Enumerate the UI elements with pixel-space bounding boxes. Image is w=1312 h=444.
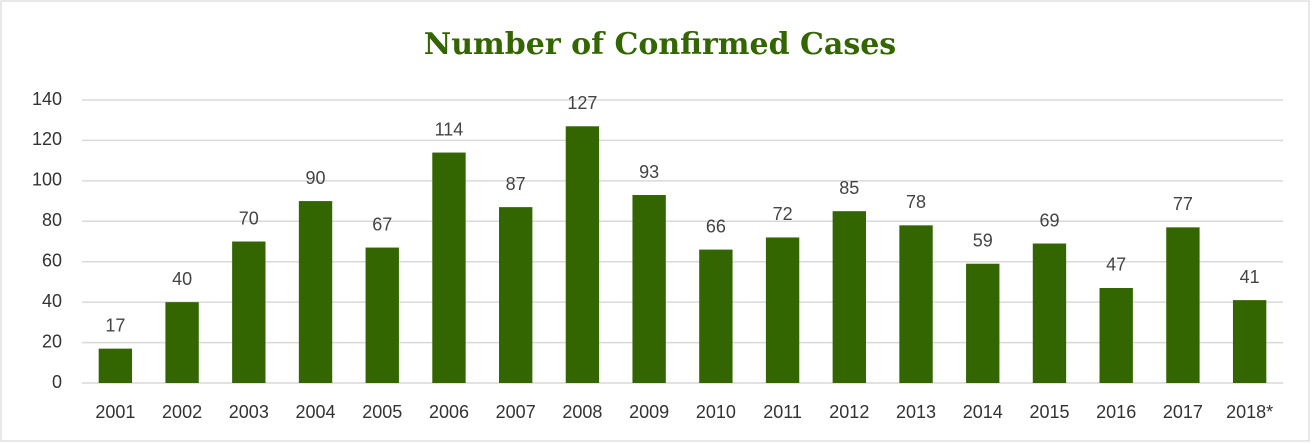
x-tick-label: 2015 xyxy=(1029,402,1069,422)
value-label: 47 xyxy=(1106,255,1126,275)
x-tick-label: 2001 xyxy=(95,402,135,422)
bar xyxy=(765,237,800,383)
y-tick-label: 140 xyxy=(32,89,62,109)
value-label: 69 xyxy=(1039,210,1059,230)
bar xyxy=(899,225,933,383)
x-tick-label: 2012 xyxy=(829,402,869,422)
x-tick-label: 2014 xyxy=(963,402,1003,422)
bar xyxy=(966,263,1000,383)
y-tick-label: 80 xyxy=(42,210,62,230)
bar xyxy=(98,348,133,383)
value-label: 59 xyxy=(973,230,993,250)
y-tick-label: 0 xyxy=(52,372,62,392)
value-label: 66 xyxy=(706,216,726,236)
bar xyxy=(1232,300,1267,383)
value-label: 127 xyxy=(567,93,597,113)
value-label: 78 xyxy=(906,192,926,212)
x-tick-label: 2010 xyxy=(696,402,736,422)
chart-title: Number of Confirmed Cases xyxy=(424,27,896,62)
x-tick-label: 2008 xyxy=(562,402,602,422)
x-tick-label: 2003 xyxy=(229,402,269,422)
x-tick-label: 2005 xyxy=(362,402,402,422)
value-label: 77 xyxy=(1173,194,1193,214)
y-tick-label: 100 xyxy=(32,170,62,190)
bar xyxy=(632,195,666,383)
value-label: 72 xyxy=(773,204,793,224)
bar xyxy=(1166,227,1200,383)
x-tick-label: 2007 xyxy=(496,402,536,422)
x-tick-label: 2011 xyxy=(763,402,802,422)
bar xyxy=(499,207,533,383)
bar xyxy=(432,152,466,383)
x-tick-label: 2002 xyxy=(162,402,202,422)
x-tick-label: 2013 xyxy=(896,402,936,422)
x-tick-label: 2016 xyxy=(1096,402,1136,422)
y-tick-label: 120 xyxy=(32,129,62,149)
bar xyxy=(565,126,600,384)
y-tick-label: 20 xyxy=(42,331,62,351)
x-tick-label: 2006 xyxy=(429,402,469,422)
value-label: 90 xyxy=(306,168,326,188)
value-label: 41 xyxy=(1240,267,1260,287)
bar xyxy=(232,241,266,383)
value-label: 93 xyxy=(639,162,659,182)
value-label: 40 xyxy=(172,269,192,289)
x-tick-label: 2004 xyxy=(296,402,336,422)
bar xyxy=(1099,287,1133,383)
value-label: 85 xyxy=(839,178,859,198)
value-label: 67 xyxy=(372,214,392,234)
bar xyxy=(1032,243,1067,383)
bar xyxy=(165,302,199,383)
bar xyxy=(365,247,399,383)
x-tick-label: 2018* xyxy=(1226,402,1273,422)
value-label: 87 xyxy=(506,174,526,194)
x-tick-label: 2017 xyxy=(1163,402,1203,422)
y-tick-label: 40 xyxy=(42,291,62,311)
y-tick-label: 60 xyxy=(42,250,62,270)
value-label: 17 xyxy=(105,315,125,335)
value-label: 70 xyxy=(239,208,259,228)
value-label: 114 xyxy=(435,119,464,139)
x-tick-label: 2009 xyxy=(629,402,669,422)
bar xyxy=(699,249,733,383)
bar xyxy=(832,211,866,383)
bar xyxy=(298,201,333,383)
